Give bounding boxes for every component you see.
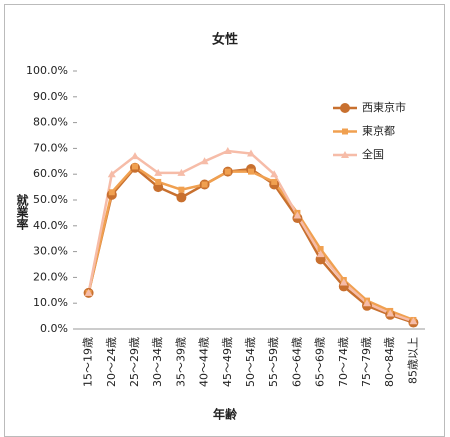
x-tick-label: 35～39歳 (174, 337, 187, 387)
marker (201, 181, 208, 188)
x-tick-label: 80～84歳 (383, 337, 396, 387)
marker (341, 151, 349, 158)
y-tick-label: 40.0% (33, 219, 68, 232)
marker (131, 152, 139, 160)
x-axis-label: 年齢 (213, 407, 238, 422)
x-tick-label: 40～44歳 (198, 337, 211, 387)
x-tick-label: 20～24歳 (105, 337, 118, 387)
series-line (87, 149, 414, 323)
y-tick-label: 70.0% (33, 141, 68, 154)
y-axis-label: 就業率 (15, 193, 29, 231)
marker (84, 288, 93, 296)
x-tick-label: 85歳以上 (406, 337, 419, 384)
marker (293, 211, 302, 219)
y-tick-label: 100.0% (26, 64, 68, 77)
legend-label: 東京都 (362, 124, 395, 138)
x-tick-label: 55～59歳 (267, 337, 280, 387)
marker (271, 178, 278, 185)
x-tick-label: 30～34歳 (151, 337, 164, 387)
marker (224, 168, 231, 175)
marker (340, 103, 350, 113)
x-tick-label: 50～54歳 (244, 337, 257, 387)
marker (409, 317, 418, 325)
y-tick-label: 10.0% (33, 296, 68, 309)
marker (176, 192, 187, 203)
marker (177, 168, 186, 176)
y-tick-label: 80.0% (33, 116, 68, 129)
marker (107, 170, 116, 178)
marker (270, 170, 279, 178)
marker (316, 250, 325, 258)
y-tick-label: 30.0% (33, 245, 68, 258)
y-tick-label: 0.0% (40, 322, 68, 335)
x-tick-label: 60～64歳 (290, 337, 303, 387)
marker (223, 146, 232, 154)
x-tick-label: 75～79歳 (360, 337, 373, 387)
legend-label: 全国 (362, 147, 384, 161)
marker (339, 278, 348, 286)
marker (363, 299, 371, 307)
marker (178, 186, 185, 193)
x-tick-label: 25～29歳 (128, 337, 141, 387)
marker (248, 168, 254, 175)
x-tick-label: 45～49歳 (221, 337, 234, 387)
marker (108, 189, 115, 196)
legend-label: 西東京市 (362, 100, 406, 114)
marker (247, 149, 255, 157)
marker (200, 157, 209, 165)
y-tick-label: 90.0% (33, 90, 68, 103)
y-tick-label: 50.0% (33, 193, 68, 206)
x-tick-label: 70～74歳 (337, 337, 350, 387)
marker (342, 128, 348, 135)
x-tick-label: 15～19歳 (82, 337, 95, 387)
marker (154, 168, 163, 176)
chart-title: 女性 (212, 32, 238, 48)
marker (155, 178, 162, 185)
marker (132, 163, 138, 170)
y-tick-label: 60.0% (33, 167, 68, 180)
marker (317, 246, 324, 253)
series-line (87, 164, 414, 322)
marker (386, 309, 395, 317)
x-tick-label: 65～69歳 (314, 337, 327, 387)
y-tick-label: 20.0% (33, 270, 68, 283)
